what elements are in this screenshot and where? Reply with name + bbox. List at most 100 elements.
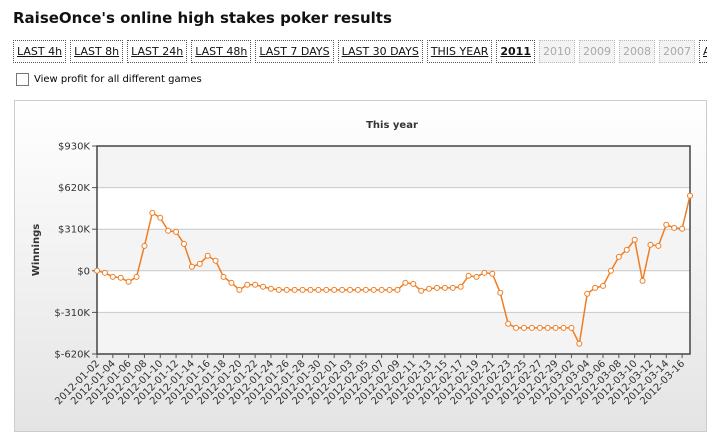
range-button: 2008 — [619, 40, 655, 63]
data-point — [109, 273, 116, 280]
range-button: 2007 — [659, 40, 695, 63]
data-point — [687, 192, 693, 199]
data-point — [544, 324, 551, 331]
data-point — [410, 280, 417, 287]
data-point — [418, 287, 425, 294]
data-point — [283, 286, 290, 293]
data-point — [394, 286, 401, 293]
data-point — [117, 274, 124, 281]
data-point — [267, 285, 274, 292]
data-point — [212, 257, 219, 264]
data-point — [165, 227, 172, 234]
range-button[interactable]: LAST 24h — [127, 40, 188, 63]
range-button[interactable]: LAST 4h — [13, 40, 67, 63]
range-button[interactable]: LAST 8h — [70, 40, 124, 63]
data-point — [520, 324, 527, 331]
data-point — [679, 225, 686, 232]
data-point — [489, 270, 496, 277]
data-point — [576, 340, 583, 347]
data-point — [623, 246, 630, 253]
grid-band — [97, 312, 690, 354]
data-point — [141, 242, 148, 249]
data-point — [196, 260, 203, 267]
data-point — [244, 281, 251, 288]
data-point — [236, 286, 243, 293]
y-tick-label: $620K — [58, 183, 90, 194]
data-point — [101, 269, 108, 276]
data-point — [505, 320, 512, 327]
data-point — [252, 281, 259, 288]
y-axis-label: Winnings — [31, 224, 42, 276]
data-point — [473, 273, 480, 280]
range-button: 2010 — [539, 40, 575, 63]
data-point — [584, 290, 591, 297]
data-point — [188, 263, 195, 270]
data-point — [513, 324, 520, 331]
data-point — [631, 236, 638, 243]
data-point — [180, 240, 187, 247]
data-point — [655, 242, 662, 249]
data-point — [568, 324, 575, 331]
range-button[interactable]: LAST 7 DAYS — [255, 40, 334, 63]
data-point — [228, 279, 235, 286]
grid-band — [97, 146, 690, 188]
page-title: RaiseOnce's online high stakes poker res… — [13, 9, 392, 27]
range-button: 2009 — [579, 40, 615, 63]
chart: This year Winnings $-620K $-310K $0 $310K $6… — [14, 100, 707, 432]
data-point — [560, 324, 567, 331]
data-point — [347, 286, 354, 293]
grid-band — [97, 229, 690, 271]
range-button[interactable]: ALL — [699, 40, 707, 63]
data-point — [362, 286, 369, 293]
data-point — [275, 286, 282, 293]
data-point — [592, 284, 599, 291]
range-button[interactable]: 2011 — [496, 40, 535, 63]
data-point — [260, 283, 267, 290]
data-point — [528, 324, 535, 331]
data-point — [552, 324, 559, 331]
y-tick-label: $-310K — [54, 308, 90, 319]
data-point — [378, 286, 385, 293]
data-point — [600, 282, 607, 289]
y-tick-label: $930K — [58, 142, 90, 153]
data-point — [323, 286, 330, 293]
data-point — [402, 279, 409, 286]
data-point — [647, 241, 654, 248]
data-point — [465, 272, 472, 279]
data-point — [133, 273, 140, 280]
data-point — [536, 324, 543, 331]
range-button[interactable]: LAST 30 DAYS — [337, 40, 423, 63]
y-tick-label: $-620K — [54, 350, 90, 361]
data-point — [457, 283, 464, 290]
data-point — [125, 278, 132, 285]
checkbox[interactable]: View profit for all different games — [16, 73, 202, 86]
data-point — [299, 286, 306, 293]
button-bar: LAST 4h LAST 8h LAST 24h LAST 48h LAST 7 DAY… — [13, 40, 707, 63]
data-point — [441, 284, 448, 291]
data-point — [220, 273, 227, 280]
data-point — [354, 286, 361, 293]
data-point — [157, 214, 164, 221]
data-point — [331, 286, 338, 293]
data-point — [671, 224, 678, 231]
data-point — [481, 269, 488, 276]
plot-frame — [96, 145, 691, 355]
data-point — [307, 286, 314, 293]
checkbox-box[interactable] — [16, 73, 29, 86]
checkbox-label: View profit for all different games — [34, 74, 202, 85]
data-point — [663, 221, 670, 228]
data-point — [639, 277, 646, 284]
data-point — [497, 289, 504, 296]
data-point — [173, 228, 180, 235]
data-point — [94, 267, 100, 274]
range-button[interactable]: THIS YEAR — [426, 40, 493, 63]
data-point — [204, 252, 211, 259]
chart-title: This year — [366, 120, 418, 131]
data-point — [149, 209, 156, 216]
data-point — [607, 267, 614, 274]
data-point — [291, 286, 298, 293]
data-point — [426, 285, 433, 292]
y-tick-label: $310K — [58, 225, 90, 236]
range-button[interactable]: LAST 48h — [191, 40, 252, 63]
data-point — [315, 286, 322, 293]
